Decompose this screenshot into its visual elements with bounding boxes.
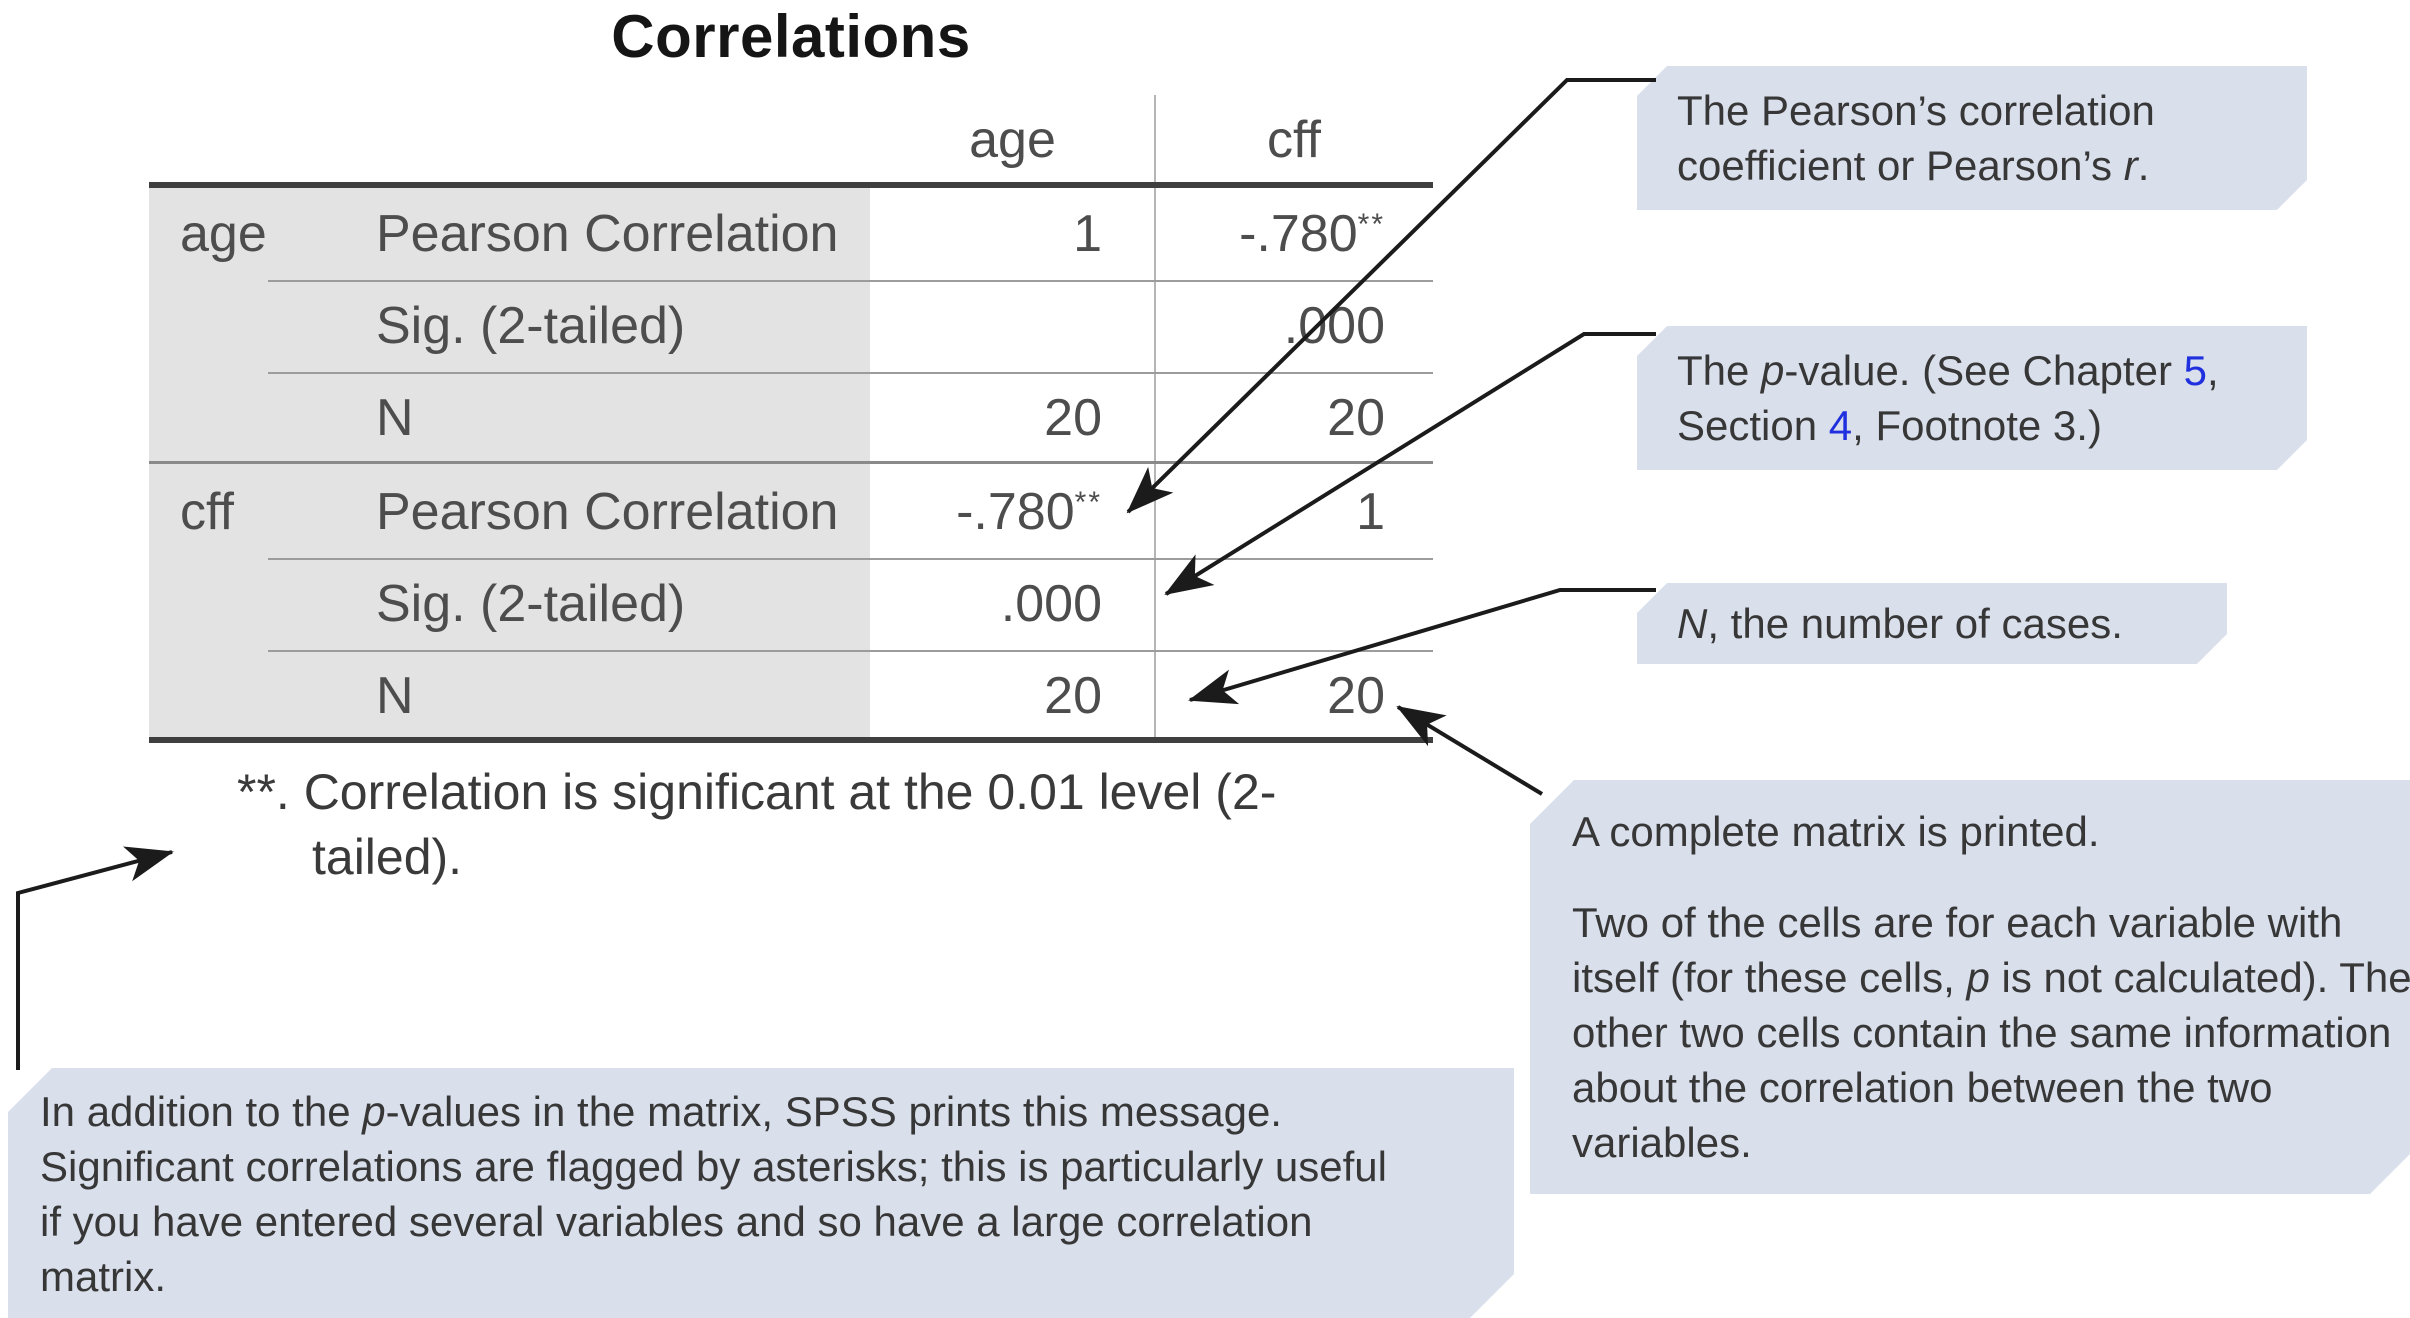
callout-line: In addition to the p-values in the matri…	[40, 1084, 1514, 1139]
text-segment: A complete matrix is printed.	[1572, 808, 2100, 855]
text-segment: other two cells contain the same informa…	[1572, 1009, 2392, 1056]
callout-line: other two cells contain the same informa…	[1572, 1005, 2410, 1060]
callout-line: Section 4, Footnote 3.)	[1677, 398, 2307, 453]
cell-cff-cff-sig	[1120, 573, 1385, 635]
row-label-cff: cff	[180, 483, 234, 541]
cell-cff-age-sig: .000	[1000, 575, 1102, 633]
text-segment: about the correlation between the two	[1572, 1064, 2273, 1111]
section-divider	[149, 461, 1433, 464]
callout-line: itself (for these cells, p is not calcul…	[1572, 950, 2410, 1005]
callout-line: coefficient or Pearson’s r.	[1677, 138, 2307, 193]
cell-age-age-pearson: 1	[1073, 205, 1102, 263]
text-segment: The	[1677, 347, 1762, 394]
text-segment: p	[362, 1088, 386, 1135]
text-segment: itself (for these cells,	[1572, 954, 1967, 1001]
callout-line: Significant correlations are flagged by …	[40, 1139, 1514, 1194]
stat-label: Sig. (2-tailed)	[376, 575, 686, 633]
significance-footnote-line1: **. Correlation is significant at the 0.…	[237, 764, 1277, 820]
callout-p-value: The p-value. (See Chapter 5, Section 4, F…	[1637, 326, 2307, 470]
table-top-border	[149, 182, 1433, 188]
stat-label: Sig. (2-tailed)	[376, 297, 686, 355]
row-divider	[268, 650, 1433, 652]
stat-label: N	[376, 667, 414, 725]
cell-age-cff-sig: .000	[1283, 297, 1385, 355]
text-segment: coefficient or Pearson’s	[1677, 142, 2124, 189]
text-segment: matrix.	[40, 1253, 166, 1300]
row-divider	[268, 558, 1433, 560]
text-segment: , the number of cases.	[1707, 600, 2123, 647]
callout-pearson-r: The Pearson’s correlation coefficient or …	[1637, 66, 2307, 210]
callout-complete-matrix: A complete matrix is printed. Two of the …	[1530, 780, 2410, 1194]
stat-label: N	[376, 389, 414, 447]
text-segment: p	[1966, 954, 1990, 1001]
text-segment: Section	[1677, 402, 1829, 449]
text-segment: In addition to the	[40, 1088, 363, 1135]
callout-line: Two of the cells are for each variable w…	[1572, 895, 2410, 950]
text-segment: -values in the matrix, SPSS prints this …	[385, 1088, 1282, 1135]
text-segment: ,	[2206, 347, 2219, 394]
row-divider	[268, 372, 1433, 374]
chapter-ref-link[interactable]: 5	[2183, 347, 2207, 394]
cell-cff-cff-pearson: 1	[1356, 483, 1385, 541]
cell-age-age-n: 20	[1044, 389, 1102, 447]
cell-cff-age-pearson: -.780**	[956, 483, 1102, 541]
text-segment: if you have entered several variables an…	[40, 1198, 1313, 1245]
column-header-cff: cff	[1267, 111, 1321, 169]
text-segment: N	[1677, 600, 1708, 647]
callout-line: matrix.	[40, 1249, 1514, 1304]
cell-cff-age-n: 20	[1044, 667, 1102, 725]
callout-line: about the correlation between the two	[1572, 1060, 2410, 1115]
callout-line: The Pearson’s correlation	[1677, 83, 2307, 138]
cell-age-age-sig	[820, 295, 1102, 357]
callout-significance-message: In addition to the p-values in the matri…	[8, 1068, 1514, 1318]
callout-line: if you have entered several variables an…	[40, 1194, 1514, 1249]
chapter-ref-link[interactable]: 4	[1828, 402, 1853, 449]
text-segment: Significant correlations are flagged by …	[40, 1143, 1387, 1190]
stat-label: Pearson Correlation	[376, 205, 839, 263]
callout-line: variables.	[1572, 1115, 2410, 1170]
callout-line: A complete matrix is printed.	[1572, 804, 2410, 859]
text-segment: Two of the cells are for each variable w…	[1572, 899, 2343, 946]
text-segment: r	[2123, 142, 2138, 189]
stat-label: Pearson Correlation	[376, 483, 839, 541]
row-divider	[268, 280, 1433, 282]
text-segment: The Pearson’s correlation	[1677, 87, 2155, 134]
callout-n-cases: N, the number of cases.	[1637, 583, 2227, 664]
cell-cff-cff-n: 20	[1327, 667, 1385, 725]
cell-age-cff-n: 20	[1327, 389, 1385, 447]
text-segment: .	[2137, 142, 2150, 189]
cell-age-cff-pearson: -.780**	[1239, 205, 1385, 263]
text-segment: variables.	[1572, 1119, 1752, 1166]
text-segment: -value. (See Chapter	[1784, 347, 2184, 394]
callout-line: The p-value. (See Chapter 5,	[1677, 343, 2307, 398]
text-segment: is not calculated). The	[1989, 954, 2410, 1001]
column-header-age: age	[969, 111, 1056, 169]
table-bottom-border	[149, 737, 1433, 743]
text-segment: p	[1761, 347, 1785, 394]
callout-line: N, the number of cases.	[1677, 596, 2227, 651]
significance-footnote-line2: tailed).	[312, 829, 463, 885]
text-segment: , Footnote 3.)	[1852, 402, 2102, 449]
table-title: Correlations	[611, 3, 971, 70]
row-label-age: age	[180, 205, 267, 263]
